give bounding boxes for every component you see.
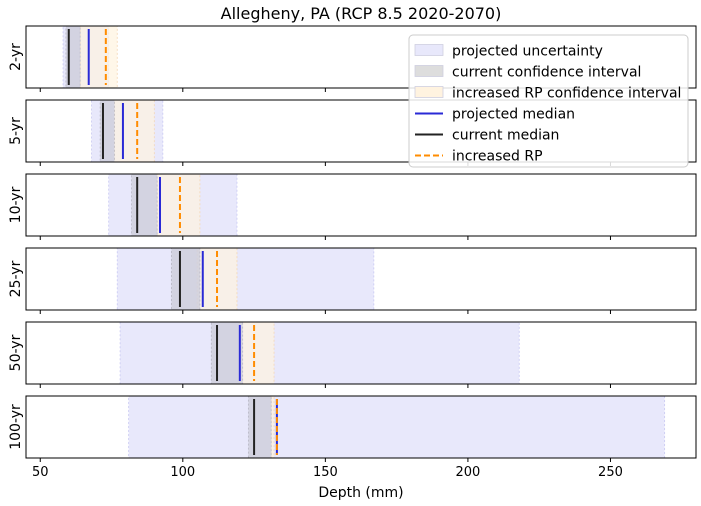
legend-label: increased RP	[452, 149, 543, 165]
panel-100-yr: 100-yr	[8, 395, 697, 462]
legend-swatch	[414, 44, 444, 56]
legend-box	[408, 34, 689, 168]
legend-swatch	[414, 86, 444, 98]
legend-entry: increased RP confidence interval	[414, 86, 681, 102]
panel-frame	[25, 99, 697, 163]
x-tick-label: 250	[598, 465, 623, 480]
legend-label: increased RP confidence interval	[452, 86, 681, 102]
legend: projected uncertainty current confidence …	[408, 34, 689, 168]
panel-label: 2-yr	[8, 43, 24, 71]
increased-rp-ci-band	[79, 25, 118, 89]
x-axis: 50 100 150 200 250	[32, 465, 623, 480]
increased-rp-ci-band	[113, 99, 155, 163]
legend-entry: current median	[415, 128, 559, 144]
legend-entry: projected uncertainty	[414, 44, 603, 60]
increased-rp-ci-band	[239, 321, 275, 385]
panel-label: 5-yr	[8, 117, 24, 145]
panel-frame	[25, 395, 697, 459]
panel-label: 25-yr	[8, 260, 24, 297]
panel-10-yr: 10-yr	[8, 173, 697, 240]
legend-label: projected median	[452, 107, 575, 123]
legend-entry: projected median	[415, 107, 575, 123]
legend-label: current median	[452, 128, 559, 144]
panels: 2-yr 5-yr 10-yr 25-yr 50-yr 100-yr	[8, 25, 697, 462]
x-tick-label: 100	[170, 465, 195, 480]
x-tick-label: 50	[32, 465, 49, 480]
panel-label: 100-yr	[8, 404, 24, 450]
panel-frame	[25, 247, 697, 311]
current-ci-band	[131, 173, 158, 237]
current-ci-band	[171, 247, 201, 311]
projected-uncertainty-band	[119, 321, 520, 385]
legend-label: current confidence interval	[452, 65, 641, 81]
panel-frame	[25, 25, 697, 89]
projected-uncertainty-band	[116, 247, 375, 311]
panel-25-yr: 25-yr	[8, 247, 697, 314]
panel-frame	[25, 173, 697, 237]
x-tick-label: 150	[313, 465, 338, 480]
legend-entry: increased RP	[415, 149, 543, 165]
panel-5-yr: 5-yr	[8, 99, 697, 166]
legend-swatch	[414, 65, 444, 77]
x-axis-label: Depth (mm)	[318, 485, 403, 501]
panel-label: 50-yr	[8, 334, 24, 371]
increased-rp-ci-band	[156, 173, 201, 237]
panel-2-yr: 2-yr	[8, 25, 697, 92]
chart-title: Allegheny, PA (RCP 8.5 2020-2070)	[221, 4, 502, 23]
panel-frame	[25, 321, 697, 385]
panel-50-yr: 50-yr	[8, 321, 697, 388]
legend-label: projected uncertainty	[452, 44, 603, 60]
legend-entry: current confidence interval	[414, 65, 641, 81]
increased-rp-ci-band	[270, 395, 275, 459]
projected-uncertainty-band	[128, 395, 666, 459]
current-ci-band	[247, 395, 272, 459]
x-tick-label: 200	[456, 465, 481, 480]
panel-label: 10-yr	[8, 186, 24, 223]
